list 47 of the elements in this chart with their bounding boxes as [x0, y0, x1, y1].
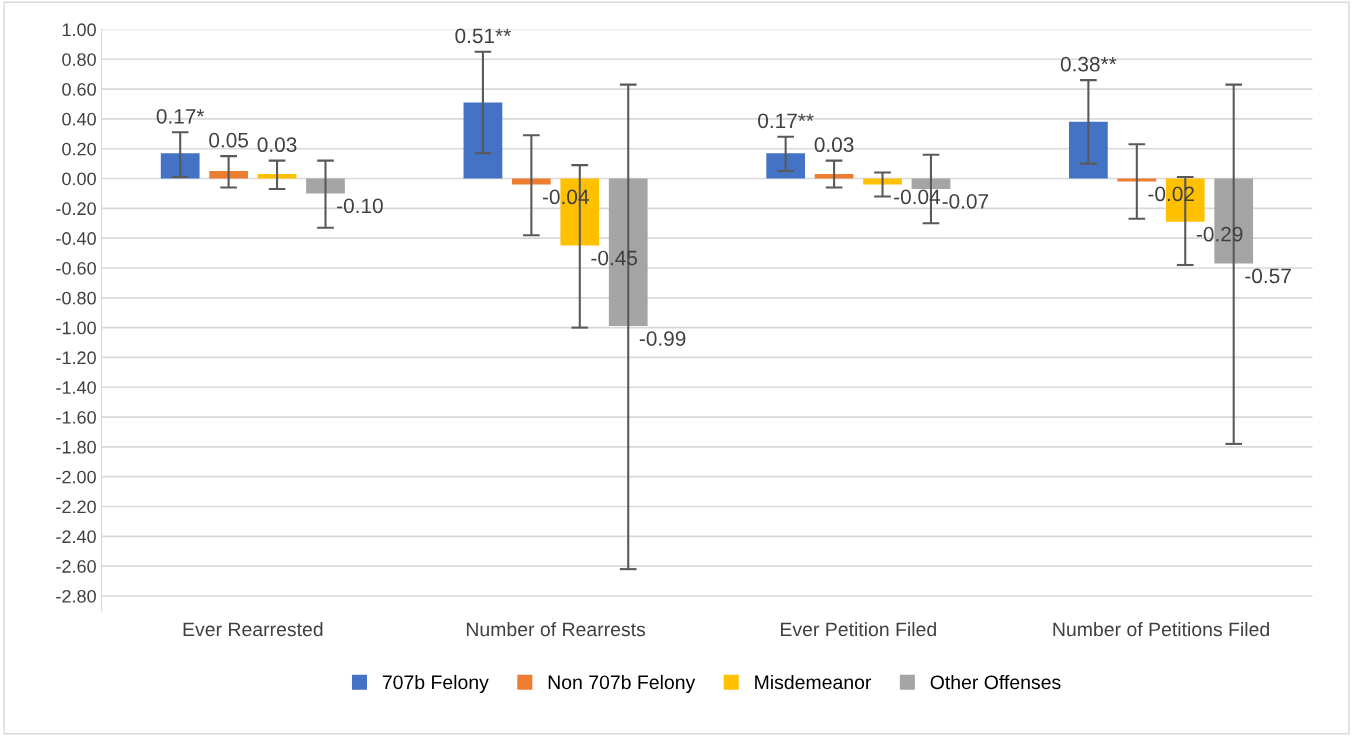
y-tick-label: -2.20 — [56, 500, 96, 514]
x-tick-label: Ever Petition Filed — [781, 621, 936, 637]
y-tick-label: -2.60 — [56, 560, 96, 573]
legend-label: Misdemeanor — [755, 674, 872, 690]
y-tick-label: -0.20 — [56, 202, 96, 216]
bar — [463, 102, 503, 179]
data-label: -0.57 — [1245, 268, 1291, 284]
y-tick-label: -2.40 — [56, 530, 96, 544]
data-label: -0.10 — [337, 198, 383, 214]
legend-label: Non 707b Felony — [548, 674, 696, 694]
bar — [1069, 121, 1108, 179]
y-tick-label: -1.80 — [56, 440, 96, 454]
y-tick-label: 0.00 — [62, 172, 96, 186]
bar — [766, 153, 806, 179]
data-label: 0.03 — [257, 137, 297, 153]
y-tick-label: -1.00 — [56, 321, 96, 335]
y-tick-label: -2.00 — [56, 470, 96, 484]
y-tick-label: -0.40 — [56, 232, 96, 245]
data-label: -0.07 — [942, 193, 989, 209]
y-tick-label: 0.20 — [62, 142, 96, 156]
bar — [257, 174, 297, 179]
data-label: 0.38** — [1060, 56, 1117, 72]
x-tick-label: Number of Petitions Filed — [1053, 621, 1269, 637]
x-tick-label: Ever Rearrested — [183, 621, 323, 637]
legend-label: Other Offenses — [930, 674, 1061, 690]
legend-label: 707b Felony — [382, 674, 489, 694]
y-tick-label: -1.60 — [56, 411, 96, 424]
y-tick-label: 1.00 — [62, 23, 96, 37]
data-label: -0.99 — [639, 331, 686, 346]
y-tick-label: -0.80 — [56, 291, 96, 305]
x-tick-label: Number of Rearrests — [466, 621, 646, 637]
y-tick-label: 0.60 — [62, 83, 96, 96]
data-label: 0.17* — [156, 108, 205, 124]
y-tick-label: 0.40 — [62, 112, 96, 126]
data-label: 0.03 — [814, 137, 854, 153]
data-label: 0.05 — [209, 132, 249, 148]
data-label: 0.51** — [455, 28, 511, 44]
y-tick-label: -1.20 — [56, 351, 96, 365]
data-label: 0.17** — [758, 113, 814, 129]
y-tick-label: -1.40 — [56, 381, 96, 394]
bar — [1117, 178, 1157, 182]
y-tick-label: -2.80 — [56, 589, 96, 603]
bar — [814, 174, 854, 179]
y-tick-label: -0.60 — [56, 261, 96, 275]
y-tick-label: 0.80 — [62, 53, 96, 66]
bar — [160, 153, 200, 179]
bar — [209, 171, 248, 179]
